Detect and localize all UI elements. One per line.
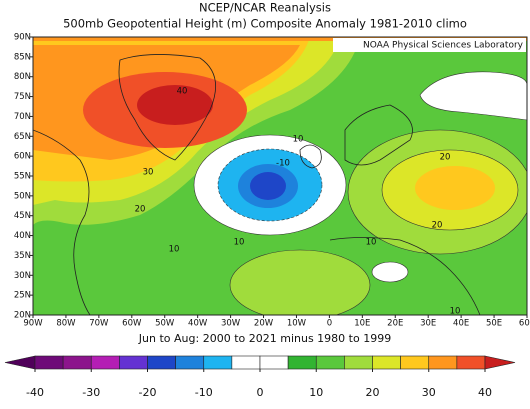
- colorbar-tick-label: 10: [309, 386, 323, 399]
- colorbar-bin: [90, 355, 120, 370]
- contour-label: 10: [293, 135, 304, 145]
- map-field: [33, 37, 527, 315]
- colorbar-tick-label: -10: [195, 386, 213, 399]
- y-tick-label: 60N: [14, 152, 31, 162]
- contour-label: 20: [440, 153, 451, 163]
- contour-label: 10: [450, 307, 461, 317]
- colorbar-bin: [428, 355, 458, 370]
- y-tick-label: 75N: [14, 92, 31, 102]
- title: NCEP/NCAR Reanalysis: [199, 1, 331, 15]
- y-tick-label: 85N: [14, 52, 31, 62]
- x-tick-label: 10W: [287, 319, 307, 329]
- x-tick-label: 0: [327, 319, 332, 329]
- colorbar-bin: [400, 355, 430, 370]
- x-tick-label: 80W: [56, 319, 76, 329]
- contour-label: 10: [169, 245, 180, 255]
- subtitle-line: 500mb Geopotential Height (m) Composite …: [63, 17, 467, 31]
- contour-label: -10: [276, 159, 290, 169]
- band-neg20: [250, 172, 286, 200]
- x-tick-label: 40E: [453, 319, 469, 329]
- x-tick-label: 50E: [486, 319, 502, 329]
- y-tick-label: 25N: [14, 291, 31, 301]
- attribution: NOAA Physical Sciences Laboratory: [363, 41, 524, 51]
- colorbar-bin: [344, 355, 373, 370]
- band-0: [419, 71, 527, 121]
- y-tick-label: 45N: [14, 211, 31, 221]
- band-15-south: [229, 249, 371, 315]
- x-tick-label: 60W: [122, 319, 142, 329]
- x-tick-label: 90W: [23, 319, 43, 329]
- colorbar-bin: [203, 355, 233, 370]
- y-tick-label: 70N: [14, 112, 31, 122]
- colorbar-bin: [231, 355, 261, 370]
- y-tick-label: 40N: [14, 231, 31, 241]
- colorbar-bin: [259, 355, 289, 370]
- colorbar-tick-label: 0: [257, 386, 264, 399]
- colorbar-tick-label: -20: [139, 386, 157, 399]
- colorbar-under: [4, 355, 36, 370]
- colorbar-tick-label: 30: [422, 386, 436, 399]
- y-tick-label: 50N: [14, 191, 31, 201]
- y-tick-label: 30N: [14, 271, 31, 281]
- contour-label: 20: [135, 205, 146, 215]
- x-tick-label: 40W: [188, 319, 208, 329]
- contour-label: 40: [177, 87, 188, 97]
- band-25-east: [415, 166, 495, 210]
- colorbar-tick-label: 20: [366, 386, 380, 399]
- colorbar-tick-label: 40: [478, 386, 492, 399]
- y-tick-label: 20N: [14, 311, 31, 321]
- colorbar-bin: [456, 355, 486, 370]
- band-0-south: [371, 261, 409, 283]
- x-tick-label: 60E: [519, 319, 530, 329]
- y-tick-label: 65N: [14, 132, 31, 142]
- y-tick-label: 80N: [14, 72, 31, 82]
- colorbar-bin: [147, 355, 176, 370]
- x-tick-label: 20E: [387, 319, 403, 329]
- colorbar-tick-label: -40: [26, 386, 44, 399]
- x-tick-label: 10E: [354, 319, 370, 329]
- attribution-box: [333, 38, 526, 52]
- x-tick-label: 20W: [254, 319, 274, 329]
- contour-label: 20: [432, 221, 443, 231]
- colorbar-bin: [34, 355, 64, 370]
- band-40: [137, 85, 213, 125]
- colorbar-over: [484, 355, 516, 370]
- contour-label: 10: [366, 238, 377, 248]
- colorbar-bin: [175, 355, 205, 370]
- contour-label: 30: [143, 168, 154, 178]
- coastlines: [33, 54, 481, 315]
- y-tick-label: 55N: [14, 172, 31, 182]
- colorbar-bin: [287, 355, 317, 370]
- y-tick-label: 35N: [14, 251, 31, 261]
- x-tick-label: 30W: [221, 319, 241, 329]
- colorbar-bin: [119, 355, 148, 370]
- x-tick-label: 30E: [420, 319, 436, 329]
- x-tick-label: 50W: [155, 319, 175, 329]
- colorbar-bin: [315, 355, 345, 370]
- y-tick-label: 90N: [14, 33, 31, 43]
- colorbar-bin: [62, 355, 92, 370]
- colorbar-bin: [372, 355, 401, 370]
- x-tick-label: 70W: [89, 319, 109, 329]
- contour-label: 10: [234, 238, 245, 248]
- colorbar-tick-label: -30: [82, 386, 100, 399]
- period-label: Jun to Aug: 2000 to 2021 minus 1980 to 1…: [138, 332, 391, 345]
